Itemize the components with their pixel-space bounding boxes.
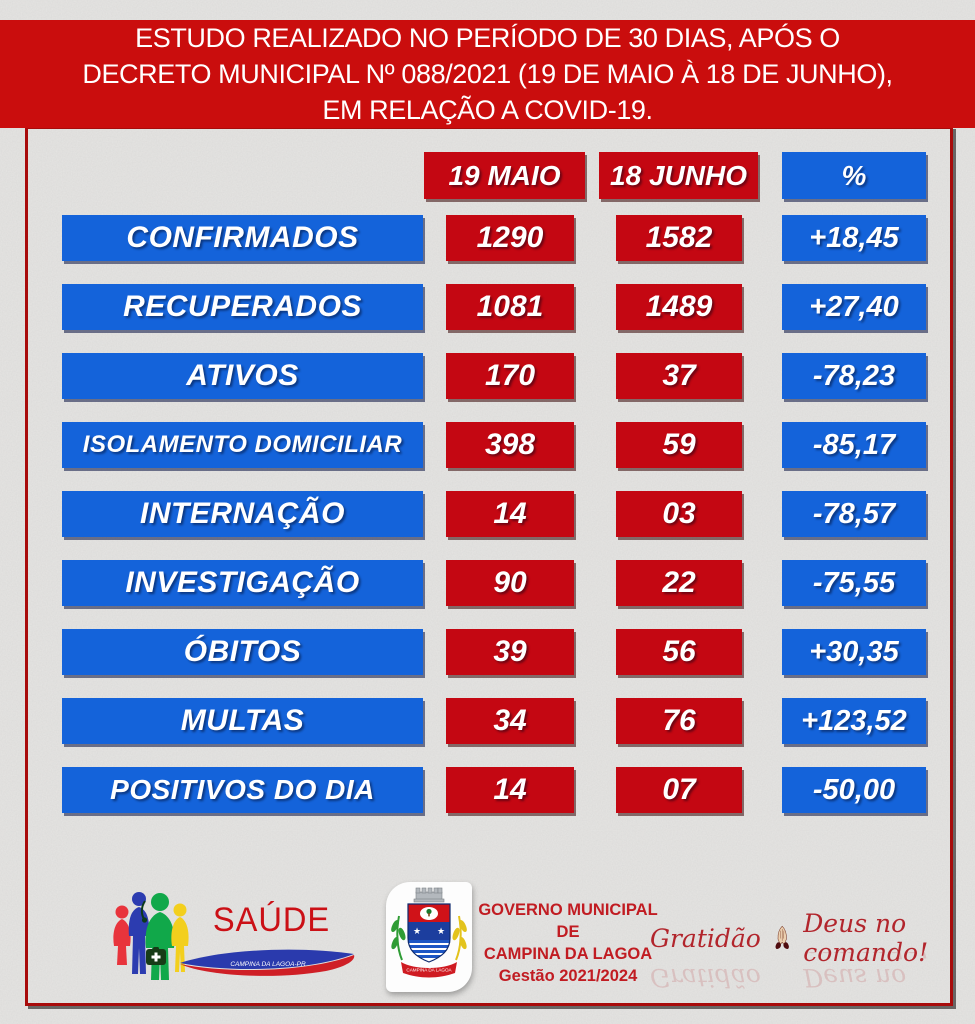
value-june: 59 [616, 422, 742, 468]
column-header-june: 18 JUNHO [599, 152, 758, 199]
coat-of-arms-graphic: ★ ★ CAMPINA DA LAGOA [391, 887, 467, 978]
table-row: INTERNAÇÃO 14 03 -78,57 [0, 491, 975, 537]
gratitude-word: Gratidão [650, 923, 761, 953]
svg-text:★: ★ [413, 926, 421, 936]
table-row: INVESTIGAÇÃO 90 22 -75,55 [0, 560, 975, 606]
value-may: 90 [446, 560, 574, 606]
value-june: 07 [616, 767, 742, 813]
value-may: 1081 [446, 284, 574, 330]
value-june: 76 [616, 698, 742, 744]
row-label: MULTAS [62, 698, 423, 744]
row-label: CONFIRMADOS [62, 215, 423, 261]
row-label: ATIVOS [62, 353, 423, 399]
value-percent: -78,23 [782, 353, 926, 399]
gov-line-3: Gestão 2021/2024 [498, 967, 638, 985]
value-may: 14 [446, 767, 574, 813]
value-percent: -85,17 [782, 422, 926, 468]
value-june: 56 [616, 629, 742, 675]
coat-of-arms: ★ ★ CAMPINA DA LAGOA [386, 882, 472, 992]
table-row: ATIVOS 170 37 -78,23 [0, 353, 975, 399]
saude-ribbon-text: CAMPINA DA LAGOA-PR [230, 961, 306, 968]
value-percent: -50,00 [782, 767, 926, 813]
value-june: 22 [616, 560, 742, 606]
gov-line-1: GOVERNO MUNICIPAL DE [478, 901, 658, 941]
title-line-1: ESTUDO REALIZADO NO PERÍODO DE 30 DIAS, … [135, 23, 840, 53]
government-text: GOVERNO MUNICIPAL DE CAMPINA DA LAGOA Ge… [470, 899, 666, 987]
gratitude-reflection: Gratidão Deus no comando! [650, 952, 928, 992]
value-percent: +30,35 [782, 629, 926, 675]
row-label: POSITIVOS DO DIA [62, 767, 423, 813]
gov-line-2: CAMPINA DA LAGOA [483, 945, 653, 963]
value-may: 170 [446, 353, 574, 399]
row-label: INVESTIGAÇÃO [62, 560, 423, 606]
value-percent: +18,45 [782, 215, 926, 261]
row-label: RECUPERADOS [62, 284, 423, 330]
value-may: 14 [446, 491, 574, 537]
value-may: 398 [446, 422, 574, 468]
table-row: ISOLAMENTO DOMICILIAR 398 59 -85,17 [0, 422, 975, 468]
value-percent: +27,40 [782, 284, 926, 330]
value-june: 1489 [616, 284, 742, 330]
value-june: 03 [616, 491, 742, 537]
table-row: POSITIVOS DO DIA 14 07 -50,00 [0, 767, 975, 813]
row-label: ISOLAMENTO DOMICILIAR [62, 422, 423, 468]
svg-text:★: ★ [437, 926, 445, 936]
value-percent: +123,52 [782, 698, 926, 744]
value-may: 1290 [446, 215, 574, 261]
value-percent: -75,55 [782, 560, 926, 606]
column-header-percent: % [782, 152, 926, 199]
saude-wave-ribbon: CAMPINA DA LAGOA-PR [180, 949, 355, 976]
column-header-may: 19 MAIO [424, 152, 585, 199]
value-may: 39 [446, 629, 574, 675]
row-label: INTERNAÇÃO [62, 491, 423, 537]
title-banner: ESTUDO REALIZADO NO PERÍODO DE 30 DIAS, … [0, 20, 975, 128]
value-june: 1582 [616, 215, 742, 261]
value-june: 37 [616, 353, 742, 399]
saude-wordmark: SAÚDE [212, 901, 331, 939]
title-line-2: DECRETO MUNICIPAL Nº 088/2021 (19 DE MAI… [82, 59, 893, 89]
table-row: MULTAS 34 76 +123,52 [0, 698, 975, 744]
table-row: ÓBITOS 39 56 +30,35 [0, 629, 975, 675]
value-percent: -78,57 [782, 491, 926, 537]
title-line-3: EM RELAÇÃO A COVID-19. [322, 95, 653, 125]
crest-ribbon-text: CAMPINA DA LAGOA [406, 968, 452, 973]
table-row: CONFIRMADOS 1290 1582 +18,45 [0, 215, 975, 261]
row-label: ÓBITOS [62, 629, 423, 675]
value-may: 34 [446, 698, 574, 744]
table-row: RECUPERADOS 1081 1489 +27,40 [0, 284, 975, 330]
